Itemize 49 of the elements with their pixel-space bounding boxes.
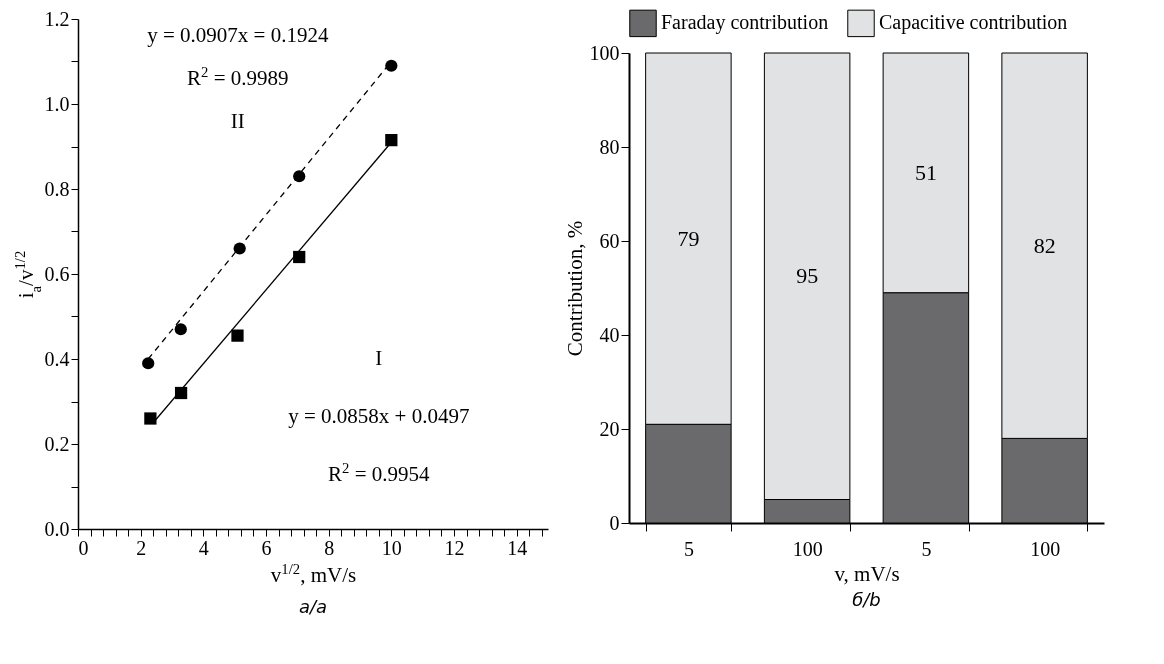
y-tick-label: 0.0 [44,517,70,540]
y-tick-label: 0.4 [44,347,70,370]
x-tick-label: 5 [683,537,694,560]
x-tick-label: 8 [324,536,335,559]
y-tick-label: 0.6 [44,262,70,285]
data-label: 51 [914,159,937,185]
legend-label: Faraday contribution [661,11,829,35]
point [142,357,155,370]
x-tick-label: 100 [792,537,823,560]
y-tick-label: 0.2 [44,432,70,455]
annotation: I [375,346,383,370]
x-axis-title: v$^{1/2}$, mV/s [270,560,357,587]
x-tick-label: 100 [1030,537,1061,560]
x-tick-label: 2 [136,536,147,559]
point [174,323,187,336]
y-tick-label: 0.8 [44,177,70,200]
annotation: y = 0.0858x + 0.0497 [288,404,470,428]
y-tick-label: 80 [599,135,620,158]
annotation: II [230,109,245,133]
y-tick-label: 100 [589,41,620,64]
y-tick-label: 60 [599,229,620,252]
annotation: R$^{2}$ = 0.9954 [328,460,431,486]
y-tick-label: 1.2 [44,7,70,30]
data-label: 95 [796,263,819,289]
data-label: 79 [677,225,700,251]
x-axis-title: v, mV/s [834,561,900,586]
point [385,59,398,72]
y-tick-label: 1.0 [44,92,70,115]
annotation: y = 0.0907x = 0.1924 [147,23,329,47]
x-tick-label: 5 [921,537,932,560]
x-tick-label: 6 [261,536,272,559]
text: a/a [298,596,328,617]
annotation: R$^{2}$ = 0.9989 [187,64,289,90]
y-tick-label: 40 [599,323,620,346]
data-label: 82 [1033,232,1056,258]
x-tick-label: 10 [381,536,402,559]
x-tick-label: 4 [198,536,209,559]
y-axis-title: Contribution, % [562,220,587,357]
x-tick-label: 0 [78,536,89,559]
legend-label: Capacitive contribution [879,11,1068,35]
y-tick-label: 20 [599,417,620,440]
x-tick-label: 14 [507,536,528,559]
x-tick-label: 12 [444,536,465,559]
point [231,329,244,342]
point [144,412,157,425]
text: б/b [852,589,881,610]
y-tick-label: 0 [609,511,620,534]
point [293,170,306,183]
point [385,134,398,147]
